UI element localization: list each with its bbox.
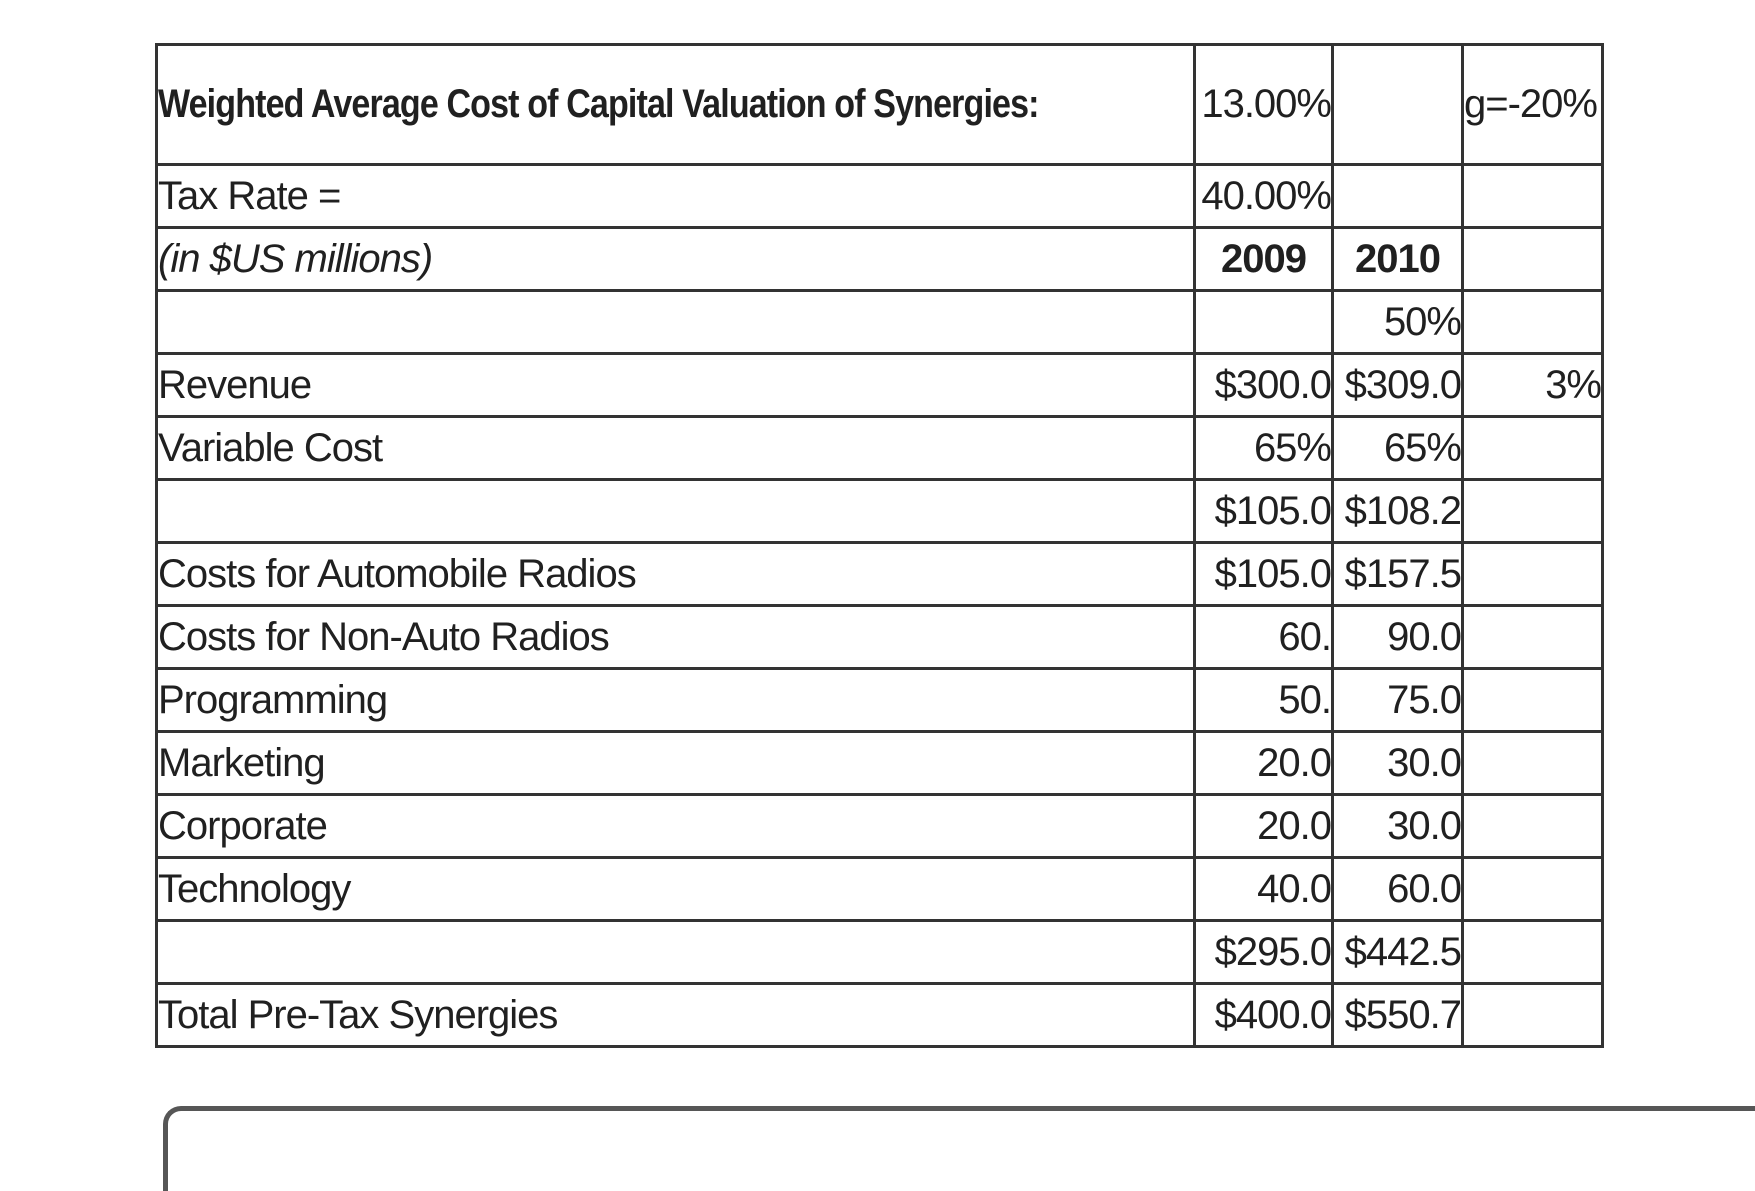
- tax-rate-g-cell: [1461, 163, 1604, 229]
- total-pre-tax-synergies-label: Total Pre-Tax Synergies: [155, 982, 1196, 1048]
- growth-50-label-cell: [155, 289, 1196, 355]
- tax-rate-row: Tax Rate = 40.00%: [155, 163, 1604, 229]
- variable-cost-row: Variable Cost 65% 65%: [155, 415, 1604, 481]
- wacc-title: Weighted Average Cost of Capital Valuati…: [158, 82, 1040, 126]
- growth-50-row: 50%: [155, 289, 1604, 355]
- growth-50-g-cell: [1461, 289, 1604, 355]
- tax-rate-label: Tax Rate =: [155, 163, 1196, 229]
- tax-rate-value: 40.00%: [1193, 163, 1334, 229]
- cost-subtotal-label-cell: [155, 919, 1196, 985]
- auto-radio-costs-g-cell: [1461, 541, 1604, 607]
- technology-2010-cell: 60.0: [1331, 856, 1464, 922]
- revenue-2010-cell: $309.0: [1331, 352, 1464, 418]
- corporate-label: Corporate: [155, 793, 1196, 859]
- year-2009-header: 2009: [1193, 226, 1334, 292]
- variable-cost-2009-cell: 65%: [1193, 415, 1334, 481]
- growth-50-2010-cell: 50%: [1331, 289, 1464, 355]
- revenue-2009-cell: $300.0: [1193, 352, 1334, 418]
- growth-assumption-cell: g=-20%: [1461, 43, 1604, 166]
- wacc-rate-cell: 13.00%: [1193, 43, 1334, 166]
- programming-2009-cell: 50.: [1193, 667, 1334, 733]
- contribution-label-cell: [155, 478, 1196, 544]
- auto-radio-costs-2010-cell: $157.5: [1331, 541, 1464, 607]
- variable-cost-2010-cell: 65%: [1331, 415, 1464, 481]
- marketing-label: Marketing: [155, 730, 1196, 796]
- revenue-label: Revenue: [155, 352, 1196, 418]
- non-auto-radio-costs-2010-cell: 90.0: [1331, 604, 1464, 670]
- contribution-row: $105.0 $108.2: [155, 478, 1604, 544]
- non-auto-radio-costs-g-cell: [1461, 604, 1604, 670]
- total-pre-tax-synergies-2010-cell: $550.7: [1331, 982, 1464, 1048]
- technology-g-cell: [1461, 856, 1604, 922]
- bottom-rounded-box-edge: [163, 1106, 1755, 1191]
- year-header-row: (in $US millions) 2009 2010: [155, 226, 1604, 292]
- cost-subtotal-row: $295.0 $442.5: [155, 919, 1604, 985]
- technology-row: Technology 40.0 60.0: [155, 856, 1604, 922]
- auto-radio-costs-label: Costs for Automobile Radios: [155, 541, 1196, 607]
- technology-2009-cell: 40.0: [1193, 856, 1334, 922]
- variable-cost-g-cell: [1461, 415, 1604, 481]
- total-pre-tax-synergies-g-cell: [1461, 982, 1604, 1048]
- contribution-2010-cell: $108.2: [1331, 478, 1464, 544]
- wacc-blank-cell: [1331, 43, 1464, 166]
- auto-radio-costs-2009-cell: $105.0: [1193, 541, 1334, 607]
- units-label: (in $US millions): [155, 226, 1196, 292]
- total-pre-tax-synergies-row: Total Pre-Tax Synergies $400.0 $550.7: [155, 982, 1604, 1048]
- revenue-growth-cell: 3%: [1461, 352, 1604, 418]
- contribution-g-cell: [1461, 478, 1604, 544]
- growth-50-2009-cell: [1193, 289, 1334, 355]
- contribution-2009-cell: $105.0: [1193, 478, 1334, 544]
- year-header-g-cell: [1461, 226, 1604, 292]
- non-auto-radio-costs-label: Costs for Non-Auto Radios: [155, 604, 1196, 670]
- synergies-valuation-table: Weighted Average Cost of Capital Valuati…: [155, 43, 1604, 1048]
- variable-cost-label: Variable Cost: [155, 415, 1196, 481]
- year-2010-header: 2010: [1331, 226, 1464, 292]
- programming-label: Programming: [155, 667, 1196, 733]
- cost-subtotal-2009-cell: $295.0: [1193, 919, 1334, 985]
- corporate-2010-cell: 30.0: [1331, 793, 1464, 859]
- corporate-g-cell: [1461, 793, 1604, 859]
- marketing-row: Marketing 20.0 30.0: [155, 730, 1604, 796]
- total-pre-tax-synergies-2009-cell: $400.0: [1193, 982, 1334, 1048]
- non-auto-radio-costs-row: Costs for Non-Auto Radios 60. 90.0: [155, 604, 1604, 670]
- programming-2010-cell: 75.0: [1331, 667, 1464, 733]
- cost-subtotal-g-cell: [1461, 919, 1604, 985]
- marketing-2010-cell: 30.0: [1331, 730, 1464, 796]
- wacc-header-row: Weighted Average Cost of Capital Valuati…: [155, 43, 1604, 166]
- marketing-g-cell: [1461, 730, 1604, 796]
- tax-rate-blank-cell: [1331, 163, 1464, 229]
- cost-subtotal-2010-cell: $442.5: [1331, 919, 1464, 985]
- corporate-row: Corporate 20.0 30.0: [155, 793, 1604, 859]
- programming-g-cell: [1461, 667, 1604, 733]
- wacc-title-cell: Weighted Average Cost of Capital Valuati…: [155, 43, 1196, 166]
- technology-label: Technology: [155, 856, 1196, 922]
- corporate-2009-cell: 20.0: [1193, 793, 1334, 859]
- auto-radio-costs-row: Costs for Automobile Radios $105.0 $157.…: [155, 541, 1604, 607]
- marketing-2009-cell: 20.0: [1193, 730, 1334, 796]
- revenue-row: Revenue $300.0 $309.0 3%: [155, 352, 1604, 418]
- programming-row: Programming 50. 75.0: [155, 667, 1604, 733]
- non-auto-radio-costs-2009-cell: 60.: [1193, 604, 1334, 670]
